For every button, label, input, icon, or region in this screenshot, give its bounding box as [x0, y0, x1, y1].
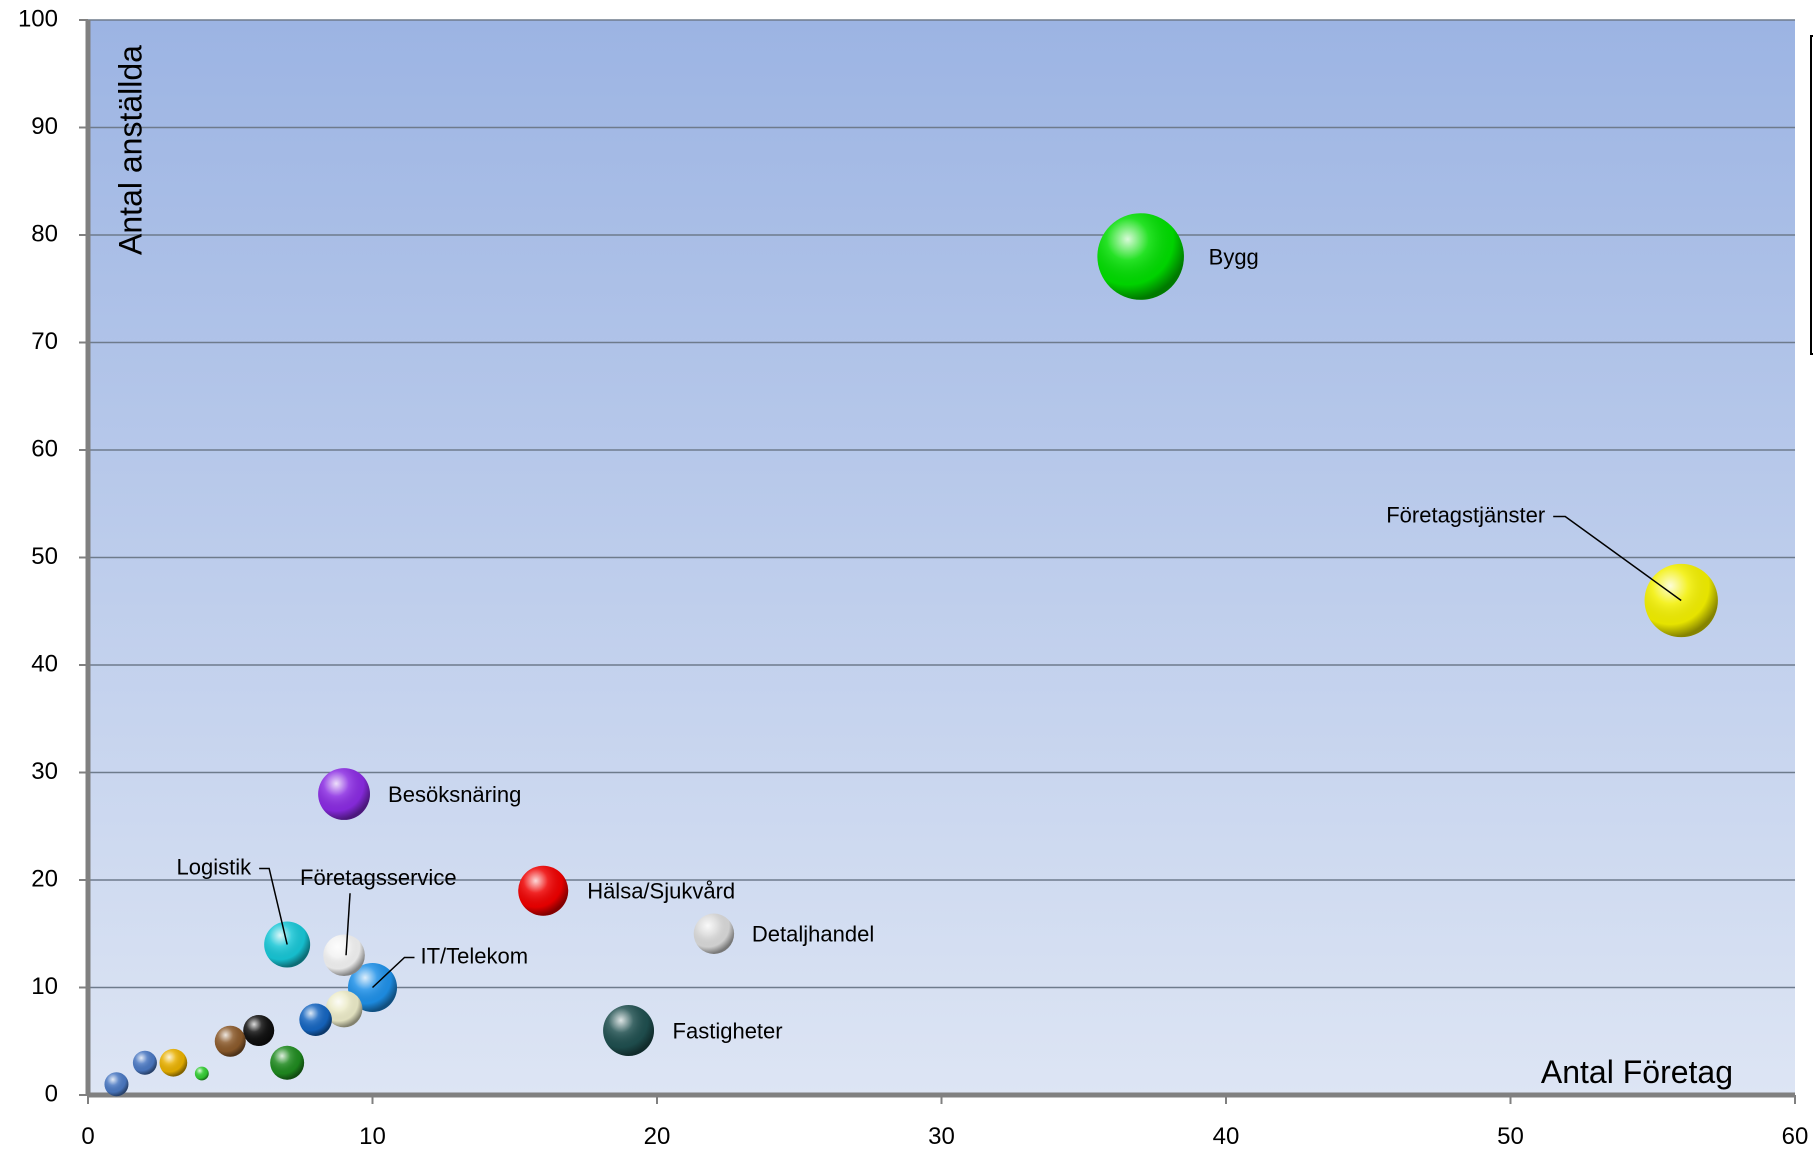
bubble-label: Besöksnäring [388, 782, 521, 807]
bubble-highlight [318, 768, 370, 820]
x-tick-labels: 0 10 20 30 40 50 60 [81, 1123, 1808, 1150]
leader-line [259, 867, 288, 945]
x-tick-label: 40 [1213, 1123, 1240, 1150]
y-tick-label: 60 [31, 435, 58, 462]
bubble-labels: Bygg Företagstjänster Besöksnäring Hälsa/Sj… [177, 244, 1546, 1043]
x-tick-label: 20 [644, 1123, 671, 1150]
axes [79, 19, 1796, 1104]
x-tick-label: 0 [81, 1123, 94, 1150]
x-tick-label: 50 [1497, 1123, 1524, 1150]
y-tick-label: 20 [31, 865, 58, 892]
y-tick-label: 30 [31, 758, 58, 785]
leader-line [1553, 515, 1682, 602]
y-tick-label: 10 [31, 973, 58, 1000]
bubble-highlight [323, 934, 365, 977]
bubble-label: Företagstjänster [1386, 502, 1545, 527]
bubble-label: Bygg [1209, 244, 1259, 269]
x-tick-label: 10 [359, 1123, 386, 1150]
bubble-highlight [1097, 213, 1184, 300]
y-axis-title: Antal anställda [112, 45, 148, 255]
gridlines [88, 19, 1795, 989]
bubble-highlight [214, 1025, 246, 1057]
bubble-label: Företagsservice [300, 865, 457, 890]
y-tick-label: 80 [31, 220, 58, 247]
leader-line [371, 956, 415, 989]
bubble-label: Hälsa/Sjukvård [587, 879, 735, 904]
y-tick-label: 0 [45, 1080, 58, 1107]
bubble-highlight [518, 865, 569, 916]
x-tick-label: 30 [928, 1123, 955, 1150]
bubble-highlight [132, 1050, 157, 1075]
bubble-highlight [325, 990, 363, 1028]
bubble-label: Detaljhandel [752, 922, 874, 947]
y-tick-label: 70 [31, 328, 58, 355]
bubble-highlight [159, 1048, 188, 1077]
bubble-highlight [693, 913, 735, 954]
bubble-highlight [270, 1045, 305, 1080]
y-tick-label: 100 [18, 5, 58, 32]
bubble-label: Fastigheter [673, 1018, 783, 1043]
x-axis-title: Antal Företag [1541, 1054, 1733, 1090]
x-tick-label: 60 [1782, 1123, 1809, 1150]
y-tick-labels: 0 10 20 30 40 50 60 70 80 90 100 [18, 5, 58, 1107]
label-leader-lines [259, 515, 1682, 989]
y-tick-label: 40 [31, 650, 58, 677]
bubble-highlight [243, 1015, 275, 1046]
bubble-highlight [104, 1072, 129, 1097]
y-tick-label: 50 [31, 543, 58, 570]
bubble-highlight [299, 1003, 332, 1037]
y-tick-label: 90 [31, 113, 58, 140]
bubble-highlight [603, 1005, 655, 1056]
bubble-label: Logistik [177, 854, 253, 879]
bubble-label: IT/Telekom [421, 943, 529, 968]
leader-line [345, 893, 351, 956]
bubble-highlight [194, 1066, 209, 1081]
legend-box [1810, 35, 1813, 355]
